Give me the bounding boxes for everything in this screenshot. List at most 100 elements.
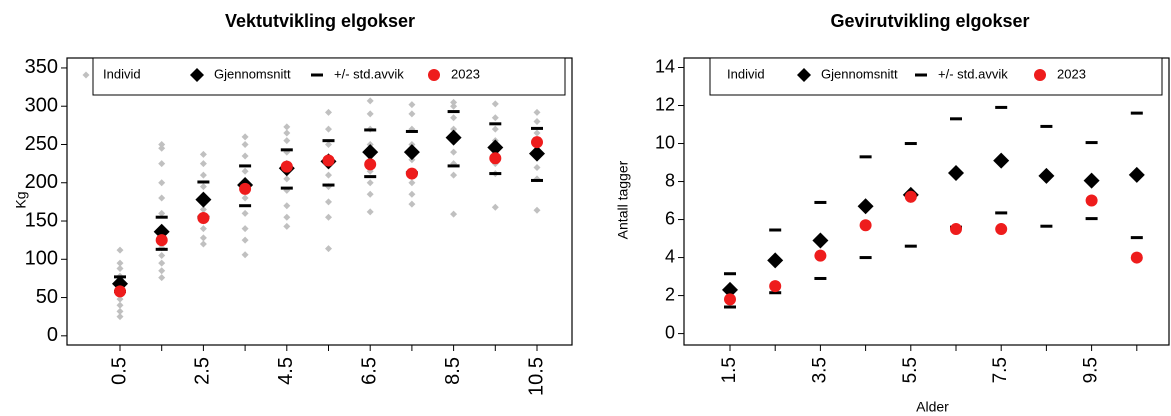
mean-point	[722, 281, 738, 298]
y-tick-label: 0	[665, 322, 675, 342]
mean-point	[487, 139, 504, 156]
y-tick-label: 4	[665, 246, 675, 266]
individual-point	[325, 213, 332, 221]
individual-point	[408, 110, 416, 118]
point-2023	[1034, 69, 1046, 81]
legend-label: Individ	[103, 66, 141, 81]
individual-point	[199, 206, 207, 214]
individual-point	[241, 209, 249, 217]
individual-point	[283, 129, 291, 137]
individual-point	[283, 175, 291, 183]
mean-point	[403, 144, 420, 161]
individual-point	[158, 140, 166, 148]
individual-point	[241, 133, 249, 141]
point-2023	[405, 167, 418, 180]
individual-point	[408, 179, 416, 187]
individual-point	[533, 129, 541, 137]
individual-point	[158, 259, 166, 267]
mean-point	[797, 68, 811, 82]
y-tick-label: 200	[25, 171, 58, 193]
individual-point	[450, 125, 458, 133]
y-tick-label: 50	[36, 286, 58, 308]
individual-point	[241, 236, 249, 244]
point-2023	[239, 182, 252, 195]
y-axis-label: Kg	[13, 191, 29, 208]
point-2023	[769, 280, 782, 293]
x-tick-label: 7.5	[990, 357, 1011, 383]
legend-label: 2023	[1057, 66, 1086, 81]
individual-point	[325, 198, 332, 206]
y-tick-label: 14	[655, 56, 675, 76]
individual-point	[158, 179, 166, 187]
individual-point	[116, 307, 124, 315]
individual-point	[325, 171, 332, 179]
individual-point	[450, 210, 458, 218]
x-axis-label: Alder	[916, 399, 949, 415]
point-2023	[155, 234, 168, 247]
individual-point	[116, 313, 124, 321]
y-tick-label: 350	[25, 56, 58, 78]
point-2023	[531, 136, 543, 149]
y-tick-label: 150	[25, 209, 58, 231]
individual-point	[533, 163, 541, 171]
y-tick-label: 300	[25, 94, 58, 116]
mean-point	[993, 152, 1010, 169]
legend-label: 2023	[451, 66, 480, 81]
x-tick-label: 10.5	[525, 357, 547, 396]
individual-point	[199, 171, 207, 179]
legend-label: +/- std.avvik	[334, 66, 404, 81]
y-tick-label: 2	[665, 284, 675, 304]
point-2023	[1085, 194, 1098, 207]
point-2023	[904, 190, 917, 203]
individual-point	[199, 150, 207, 158]
individual-point	[82, 71, 90, 79]
individual-point	[366, 208, 374, 216]
individual-point	[450, 102, 458, 110]
point-2023	[950, 223, 962, 236]
chart-title: Gevirutvikling elgokser	[830, 11, 1029, 31]
individual-point	[283, 137, 291, 145]
x-tick-label: 3.5	[809, 357, 830, 383]
point-2023	[280, 160, 293, 173]
plot-frame	[66, 57, 573, 346]
legend-label: +/- std.avvik	[938, 66, 1008, 81]
individual-point	[241, 225, 249, 233]
mean-point	[1128, 166, 1145, 183]
x-tick-label: 9.5	[1081, 357, 1102, 383]
point-2023	[489, 152, 502, 165]
mean-point	[190, 68, 204, 82]
x-tick-label: 2.5	[192, 357, 214, 385]
individual-point	[199, 183, 207, 191]
individual-point	[116, 301, 124, 309]
individual-point	[283, 213, 291, 221]
individual-point	[491, 203, 499, 211]
y-tick-label: 6	[665, 208, 675, 228]
individual-point	[158, 274, 166, 282]
individual-point	[241, 194, 249, 202]
point-2023	[1130, 251, 1143, 264]
y-tick-label: 8	[665, 170, 675, 190]
individual-point	[408, 200, 416, 208]
individual-point	[116, 259, 124, 267]
point-2023	[814, 249, 827, 262]
point-2023	[364, 158, 377, 171]
individual-point	[199, 234, 207, 242]
point-2023	[322, 154, 335, 167]
chart-title: Vektutvikling elgokser	[225, 11, 415, 31]
legend-box	[92, 57, 566, 96]
individual-point	[450, 98, 458, 106]
individual-point	[366, 179, 374, 187]
x-tick-label: 0.5	[108, 357, 130, 385]
x-tick-label: 1.5	[719, 357, 740, 383]
x-tick-label: 4.5	[275, 357, 297, 385]
individual-point	[158, 267, 166, 275]
chart-panel: Vektutvikling elgokser Kg 0 50 100 150 200 250 3…	[13, 11, 573, 396]
legend-label: Gjennomsnitt	[214, 66, 291, 81]
y-tick-label: 0	[47, 324, 58, 346]
individual-point	[533, 206, 541, 214]
mean-point	[767, 252, 784, 269]
y-tick-label: 100	[25, 248, 58, 270]
individual-point	[533, 118, 541, 126]
individual-point	[158, 144, 166, 152]
